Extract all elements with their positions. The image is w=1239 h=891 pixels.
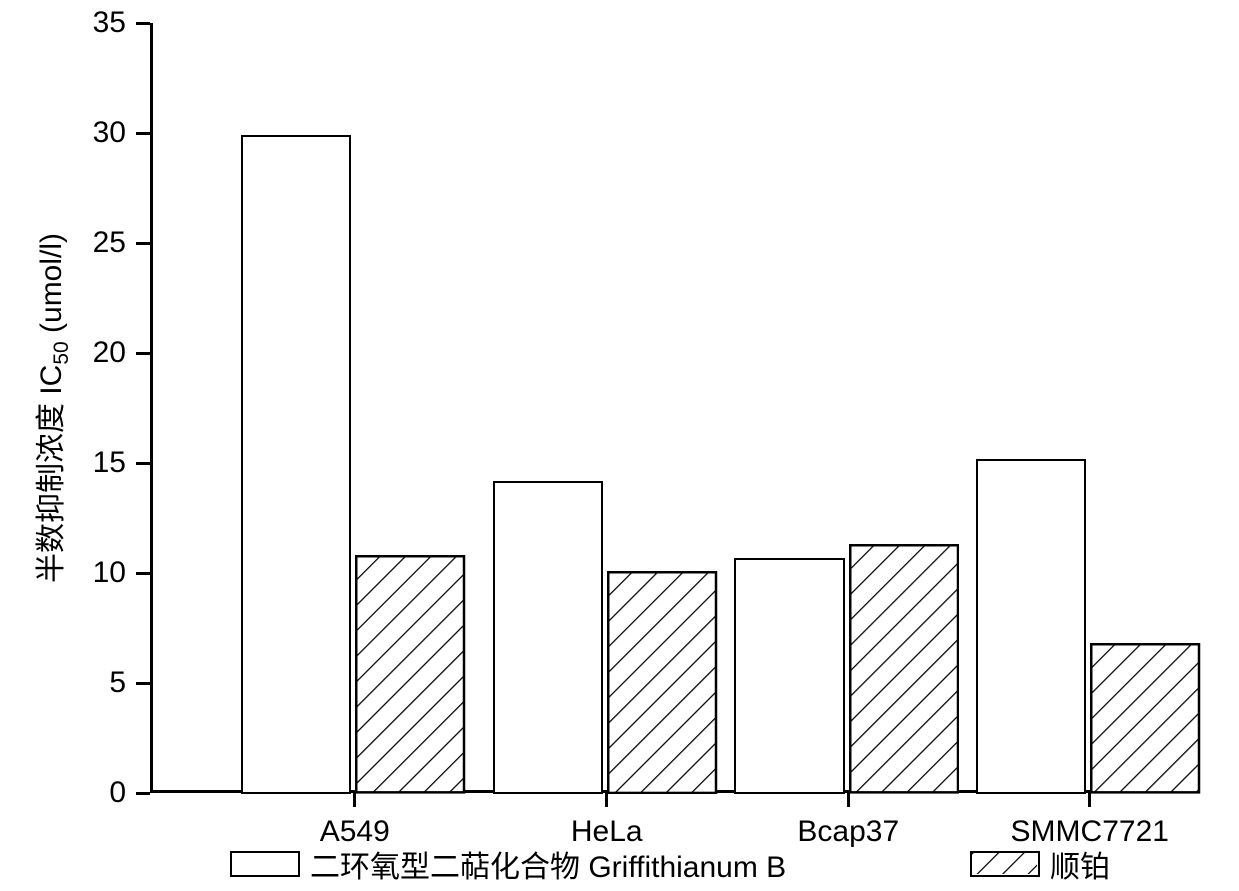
y-tick-label: 30 xyxy=(93,116,126,150)
y-tick-label: 35 xyxy=(93,6,126,40)
x-tick-mark xyxy=(605,793,608,807)
y-axis-label-main: 半数抑制浓度 IC xyxy=(35,365,68,583)
legend-item: 顺铂 xyxy=(970,842,1110,886)
bar-open xyxy=(493,481,603,794)
y-axis-label-unit: (umol/l) xyxy=(35,233,68,341)
legend-label: 顺铂 xyxy=(1050,842,1110,886)
bar-hatched xyxy=(1090,643,1200,794)
x-tick-mark xyxy=(1088,793,1091,807)
x-category-label: Bcap37 xyxy=(797,815,899,849)
y-tick-mark xyxy=(136,22,150,25)
bar-open xyxy=(976,459,1086,794)
x-tick-mark xyxy=(353,793,356,807)
y-axis-label-sub: 50 xyxy=(50,341,73,364)
y-tick-mark xyxy=(136,792,150,795)
y-tick: 25 xyxy=(93,226,150,260)
legend-swatch xyxy=(230,851,300,877)
bar-open xyxy=(734,558,844,794)
y-tick: 5 xyxy=(109,666,150,700)
x-tick-mark xyxy=(847,793,850,807)
bar-hatched xyxy=(849,544,959,794)
y-tick: 20 xyxy=(93,336,150,370)
legend-item: 二环氧型二萜化合物 Griffithianum B xyxy=(230,842,786,886)
y-tick: 30 xyxy=(93,116,150,150)
bar-hatched xyxy=(607,571,717,794)
y-tick-mark xyxy=(136,572,150,575)
y-tick-label: 15 xyxy=(93,446,126,480)
y-tick-mark xyxy=(136,462,150,465)
y-tick-label: 5 xyxy=(109,666,126,700)
y-tick: 0 xyxy=(109,776,150,810)
y-tick-mark xyxy=(136,682,150,685)
y-tick-mark xyxy=(136,242,150,245)
y-axis-label: 半数抑制浓度 IC50 (umol/l) xyxy=(26,233,74,583)
y-tick-label: 10 xyxy=(93,556,126,590)
y-tick-label: 0 xyxy=(109,776,126,810)
legend-label: 二环氧型二萜化合物 Griffithianum B xyxy=(310,842,786,886)
y-tick-label: 20 xyxy=(93,336,126,370)
y-tick-mark xyxy=(136,132,150,135)
y-tick: 35 xyxy=(93,6,150,40)
y-tick-mark xyxy=(136,352,150,355)
chart-container: 半数抑制浓度 IC50 (umol/l) 05101520253035 A549… xyxy=(0,0,1239,891)
bar-hatched xyxy=(355,555,465,794)
bar-open xyxy=(241,135,351,794)
y-tick: 15 xyxy=(93,446,150,480)
y-tick: 10 xyxy=(93,556,150,590)
y-tick-label: 25 xyxy=(93,226,126,260)
legend-swatch xyxy=(970,851,1040,877)
